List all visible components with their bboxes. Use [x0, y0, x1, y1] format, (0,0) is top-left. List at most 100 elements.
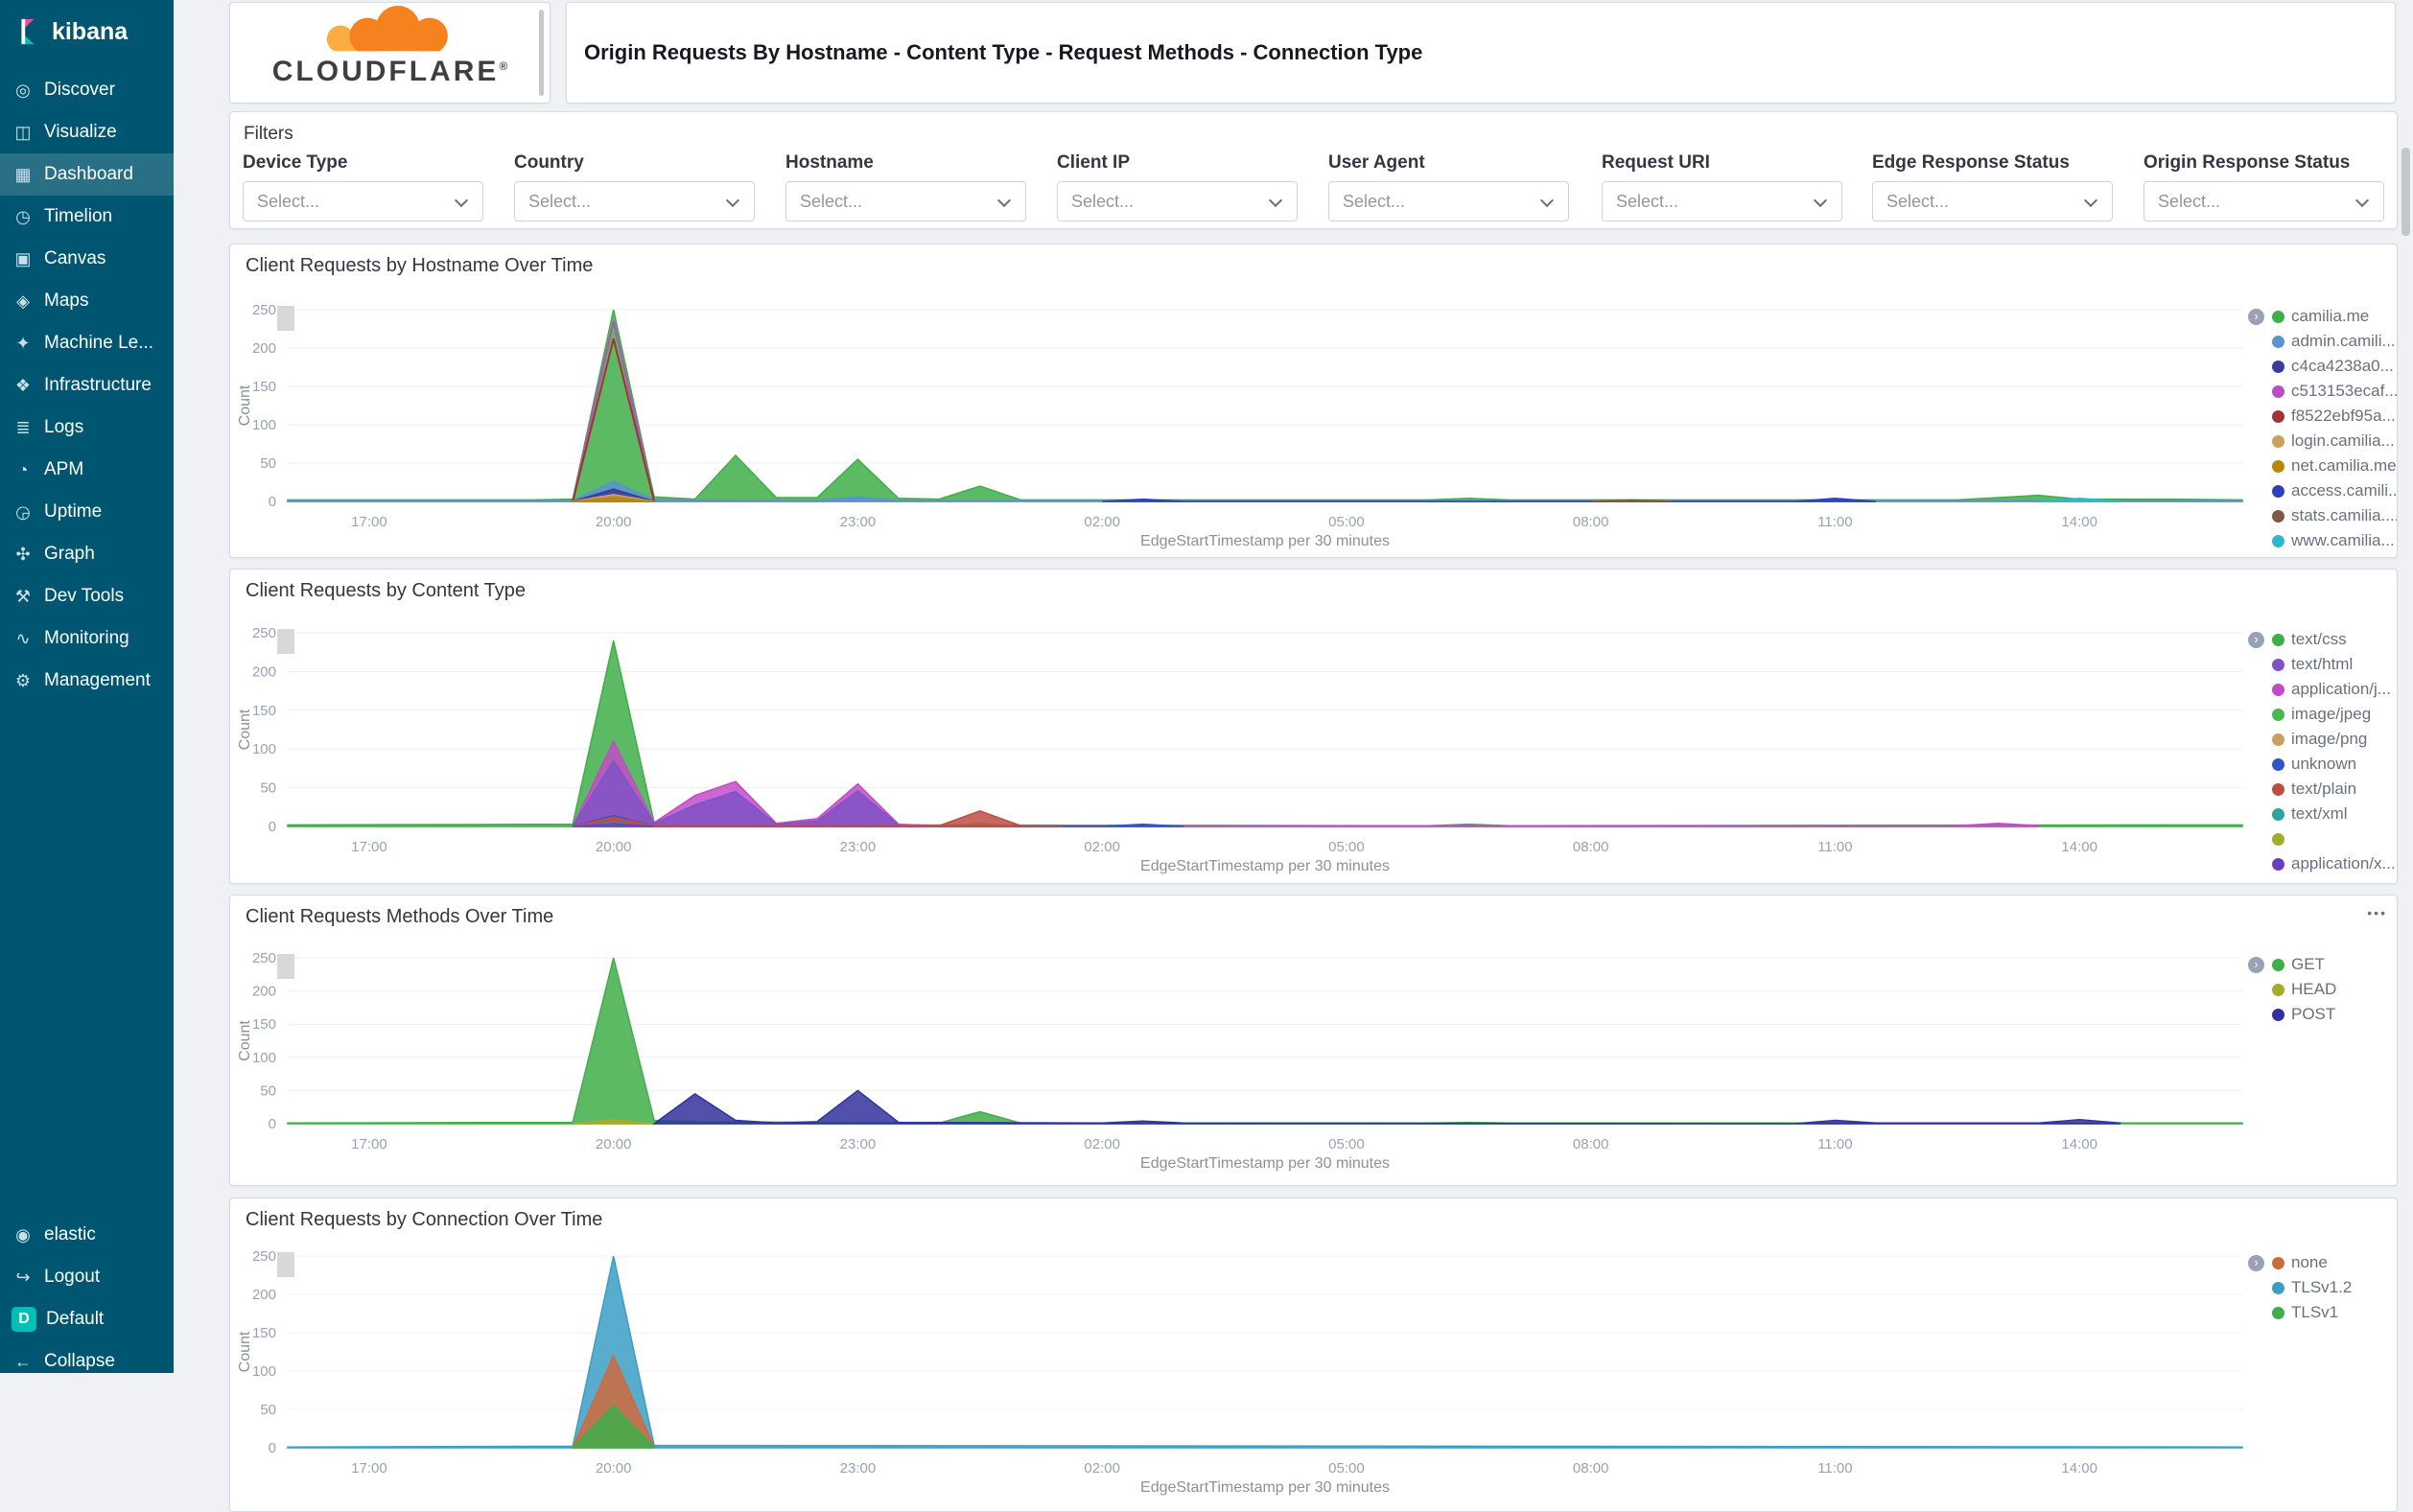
filter-hostname: Hostname Select... [785, 152, 1044, 221]
legend-color-dot [2272, 509, 2284, 523]
sidebar-item-canvas[interactable]: ▣ Canvas [0, 238, 174, 280]
legend-color-dot [2272, 757, 2284, 771]
area-chart: 0 50 100 150 200 250 17:00 20:00 23:00 02:00 05:00… [237, 1248, 2243, 1496]
chart-title: Client Requests by Content Type [246, 580, 527, 601]
filter-select-hostname[interactable]: Select... [785, 181, 1026, 221]
legend-toggle-icon[interactable]: › [2248, 1255, 2264, 1271]
filter-label: Country [514, 152, 584, 173]
legend-item[interactable]: unknown [2272, 752, 2396, 777]
legend-toggle-icon[interactable]: › [2248, 632, 2264, 648]
sidebar-item-elastic[interactable]: ◉ elastic [0, 1214, 174, 1256]
sidebar-item-infrastructure[interactable]: ❖ Infrastructure [0, 364, 174, 407]
legend-item[interactable]: net.camilia.me [2272, 454, 2397, 478]
sidebar-item-dev-tools[interactable]: ⚒ Dev Tools [0, 575, 174, 617]
legend-label: text/css [2291, 630, 2347, 648]
filter-select-origin-response-status[interactable]: Select... [2144, 181, 2384, 221]
legend-item[interactable]: c4ca4238a0... [2272, 354, 2397, 379]
select-placeholder: Select... [1343, 192, 1406, 211]
legend-toggle-icon[interactable]: › [2248, 309, 2264, 325]
legend-item[interactable]: GET [2272, 952, 2336, 977]
legend-item[interactable]: access.camili... [2272, 478, 2397, 503]
chevron-down-icon [454, 193, 469, 208]
sidebar-item-uptime[interactable]: ◶ Uptime [0, 491, 174, 533]
legend-item[interactable]: f8522ebf95a... [2272, 404, 2397, 429]
legend-item[interactable]: application/j... [2272, 677, 2396, 702]
legend-item[interactable]: image/jpeg [2272, 702, 2396, 727]
filter-country: Country Select... [514, 152, 773, 221]
sidebar-item-maps[interactable]: ◈ Maps [0, 280, 174, 322]
legend-item[interactable]: POST [2272, 1002, 2336, 1027]
legend-item[interactable]: HEAD [2272, 977, 2336, 1002]
legend-item[interactable]: text/xml [2272, 802, 2396, 826]
legend-item[interactable]: TLSv1.2 [2272, 1275, 2352, 1300]
logout-icon: ↪ [15, 1267, 31, 1287]
panel-scrollbar[interactable] [539, 10, 544, 96]
legend-item[interactable]: c513153ecaf... [2272, 379, 2397, 404]
legend-color-dot [2272, 832, 2284, 846]
sidebar-item-label: Monitoring [44, 628, 129, 648]
svg-text:0: 0 [269, 1116, 276, 1132]
chart-panel-client-requests-by-content-type: Client Requests by Content Type 0 50 100 150… [229, 569, 2398, 884]
sidebar-item-collapse[interactable]: ← Collapse [0, 1340, 174, 1383]
svg-text:23:00: 23:00 [840, 514, 877, 530]
sidebar-item-dashboard[interactable]: ▦ Dashboard [0, 153, 174, 196]
filter-select-edge-response-status[interactable]: Select... [1872, 181, 2113, 221]
legend-item[interactable]: application/x... [2272, 851, 2396, 876]
legend-item[interactable]: camilia.me [2272, 304, 2397, 329]
chart-panel-client-requests-by-hostname-over-time: Client Requests by Hostname Over Time 0 50… [229, 244, 2398, 558]
legend-item[interactable]: login.camilia... [2272, 429, 2397, 454]
panel-options-button[interactable]: ••• [2367, 905, 2387, 920]
svg-text:100: 100 [252, 741, 276, 757]
legend-item[interactable]: none [2272, 1250, 2352, 1275]
legend-item[interactable]: TLSv1 [2272, 1300, 2352, 1325]
legend-item[interactable]: www.camilia... [2272, 528, 2397, 553]
svg-text:200: 200 [252, 984, 276, 1000]
svg-text:02:00: 02:00 [1084, 839, 1120, 855]
sidebar-item-graph[interactable]: ✣ Graph [0, 533, 174, 575]
legend-item[interactable]: stats.camilia.... [2272, 503, 2398, 528]
legend-item[interactable]: text/css [2272, 627, 2396, 652]
filter-request-uri: Request URI Select... [1602, 152, 1861, 221]
legend-toggle-icon[interactable]: › [2248, 957, 2264, 973]
sidebar-item-label: Logout [44, 1267, 101, 1287]
filters-panel: Filters Device Type Select... Country Selec… [229, 111, 2398, 229]
svg-text:250: 250 [252, 625, 276, 641]
filter-select-user-agent[interactable]: Select... [1328, 181, 1569, 221]
chart-panel-client-requests-methods-over-time: Client Requests Methods Over Time ••• 0 50 1… [229, 895, 2398, 1186]
kibana-logo[interactable]: kibana [0, 0, 174, 63]
app-name: kibana [52, 17, 129, 45]
svg-text:250: 250 [252, 950, 276, 966]
page-scrollbar-thumb[interactable] [2401, 148, 2410, 236]
sidebar-item-logout[interactable]: ↪ Logout [0, 1256, 174, 1298]
legend-label: net.camilia.me [2291, 456, 2397, 475]
legend-color-dot [2272, 958, 2284, 971]
filter-select-request-uri[interactable]: Select... [1602, 181, 1842, 221]
legend-item[interactable]: admin.camili... [2272, 329, 2397, 354]
sidebar-item-visualize[interactable]: ◫ Visualize [0, 111, 174, 153]
sidebar-item-logs[interactable]: ≣ Logs [0, 407, 174, 449]
sidebar-item-apm[interactable]: ◔ APM [0, 449, 174, 491]
legend-item[interactable]: text/html [2272, 652, 2396, 677]
legend-label: image/jpeg [2291, 705, 2372, 723]
sidebar-item-timelion[interactable]: ◷ Timelion [0, 196, 174, 238]
legend-item[interactable] [2272, 826, 2396, 851]
svg-text:EdgeStartTimestamp per 30 minu: EdgeStartTimestamp per 30 minutes [1140, 858, 1390, 874]
select-placeholder: Select... [1616, 192, 1679, 211]
filter-select-client-ip[interactable]: Select... [1057, 181, 1298, 221]
sidebar-item-monitoring[interactable]: ∿ Monitoring [0, 617, 174, 660]
legend-item[interactable]: image/png [2272, 727, 2396, 752]
sidebar-item-discover[interactable]: ◎ Discover [0, 69, 174, 111]
legend-item[interactable]: text/plain [2272, 777, 2396, 802]
sidebar-item-default[interactable]: D Default [0, 1298, 174, 1340]
sidebar-item-label: Visualize [44, 122, 117, 142]
sidebar-item-label: Machine Le... [44, 333, 154, 353]
filter-select-country[interactable]: Select... [514, 181, 755, 221]
sidebar-item-label: Canvas [44, 248, 106, 268]
filter-select-device-type[interactable]: Select... [243, 181, 483, 221]
filter-label: Edge Response Status [1872, 152, 2070, 173]
legend-rows: none TLSv1.2 TLSv1 [2272, 1250, 2352, 1325]
sidebar-item-management[interactable]: ⚙ Management [0, 660, 174, 702]
sidebar-item-machine-le[interactable]: ✦ Machine Le... [0, 322, 174, 364]
legend-label: stats.camilia.... [2291, 506, 2398, 524]
svg-text:EdgeStartTimestamp per 30 minu: EdgeStartTimestamp per 30 minutes [1140, 1155, 1390, 1172]
